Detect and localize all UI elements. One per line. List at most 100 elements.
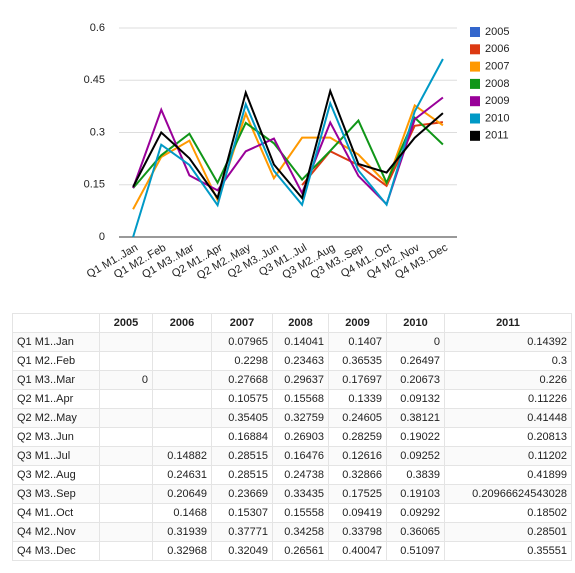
value-cell: 0.14882 [152,446,212,466]
value-cell [99,446,153,466]
value-cell: 0.16884 [211,427,273,447]
column-header: 2010 [386,313,445,333]
legend-swatch [470,130,480,141]
legend-label: 2009 [485,95,509,107]
column-header: 2007 [211,313,273,333]
row-label: Q3 M3..Sep [12,484,100,504]
value-cell: 0.24605 [328,408,387,428]
value-cell: 0.1468 [152,503,212,523]
value-cell: 0.26497 [386,351,445,371]
value-cell: 0.35405 [211,408,273,428]
value-cell: 0.12616 [328,446,387,466]
row-label: Q3 M1..Jul [12,446,100,466]
value-cell: 0.41448 [444,408,572,428]
value-cell: 0.32866 [328,465,387,485]
legend-label: 2011 [485,130,509,142]
value-cell: 0.28515 [211,465,273,485]
legend-swatch [470,78,480,89]
legend-swatch [470,113,480,124]
value-cell: 0.1407 [328,332,387,352]
value-cell: 0.09419 [328,503,387,523]
value-cell: 0.15307 [211,503,273,523]
value-cell: 0.15558 [272,503,329,523]
data-table: 2005 2006 2007 2008 2009 2010 2011 Q1 M1..Jan 0.… [12,313,572,561]
value-cell: 0.51097 [386,541,445,561]
value-cell [99,389,153,409]
value-cell [99,522,153,542]
y-tick-label: 0 [99,231,105,243]
series-line [132,87,444,201]
row-label: Q1 M1..Jan [12,332,100,352]
value-cell: 0.11226 [444,389,572,409]
value-cell: 0.17525 [328,484,387,504]
row-label: Q1 M2..Feb [12,351,100,371]
value-cell: 0.14041 [272,332,329,352]
value-cell: 0.3 [444,351,572,371]
value-cell: 0.28259 [328,427,387,447]
legend-label: 2010 [485,112,509,124]
row-label: Q2 M3..Jun [12,427,100,447]
value-cell [152,332,212,352]
row-label: Q4 M3..Dec [12,541,100,561]
value-cell: 0.3839 [386,465,445,485]
value-cell: 0.20673 [386,370,445,390]
value-cell [99,351,153,371]
row-label: Q3 M2..Aug [12,465,100,485]
data-row: Q4 M1..Oct 0.1468 0.15307 0.15558 0.09419 0.0… [12,503,572,523]
value-cell [99,427,153,447]
series-line [132,58,444,238]
value-cell [99,465,153,485]
value-cell: 0.31939 [152,522,212,542]
value-cell: 0.226 [444,370,572,390]
header-row: 2005 2006 2007 2008 2009 2010 2011 [12,313,572,333]
value-cell [152,408,212,428]
value-cell: 0.32049 [211,541,273,561]
value-cell: 0.28501 [444,522,572,542]
legend-swatch [470,44,480,55]
value-cell: 0.40047 [328,541,387,561]
data-row: Q1 M2..Feb 0.2298 0.23463 0.36535 0.26497 0.3 [12,351,572,371]
column-header: 2009 [328,313,387,333]
value-cell: 0.23669 [211,484,273,504]
value-cell: 0 [99,370,153,390]
value-cell: 0.24738 [272,465,329,485]
data-row: Q3 M2..Aug 0.24631 0.28515 0.24738 0.32866 0.… [12,465,572,485]
value-cell: 0.28515 [211,446,273,466]
data-row: Q3 M3..Sep 0.20649 0.23669 0.33435 0.17525 0.… [12,484,572,504]
row-label: Q2 M2..May [12,408,100,428]
value-cell [152,351,212,371]
value-cell: 0.34258 [272,522,329,542]
y-tick-label: 0.3 [90,126,105,138]
value-cell: 0.10575 [211,389,273,409]
value-cell: 0.24631 [152,465,212,485]
data-row: Q2 M3..Jun 0.16884 0.26903 0.28259 0.19022 0.… [12,427,572,447]
value-cell: 0.20813 [444,427,572,447]
corner-cell [12,313,100,333]
value-cell: 0.09132 [386,389,445,409]
value-cell: 0.15568 [272,389,329,409]
value-cell: 0.18502 [444,503,572,523]
column-header: 2008 [272,313,329,333]
data-row: Q1 M3..Mar 0 0.27668 0.29637 0.17697 0.20673 0… [12,370,572,390]
value-cell: 0.26903 [272,427,329,447]
value-cell: 0.20649 [152,484,212,504]
value-cell [99,408,153,428]
value-cell: 0.36065 [386,522,445,542]
value-cell: 0.2298 [211,351,273,371]
value-cell: 0 [386,332,445,352]
value-cell: 0.19022 [386,427,445,447]
y-tick-label: 0.15 [84,179,105,191]
legend-label: 2008 [485,78,509,90]
value-cell: 0.09292 [386,503,445,523]
legend-swatch [470,96,480,107]
value-cell: 0.20966624543028 [444,484,572,504]
value-cell: 0.14392 [444,332,572,352]
value-cell: 0.17697 [328,370,387,390]
row-label: Q4 M2..Nov [12,522,100,542]
value-cell [152,427,212,447]
column-header: 2006 [152,313,212,333]
value-cell: 0.16476 [272,446,329,466]
legend-label: 2005 [485,26,509,38]
row-label: Q1 M3..Mar [12,370,100,390]
